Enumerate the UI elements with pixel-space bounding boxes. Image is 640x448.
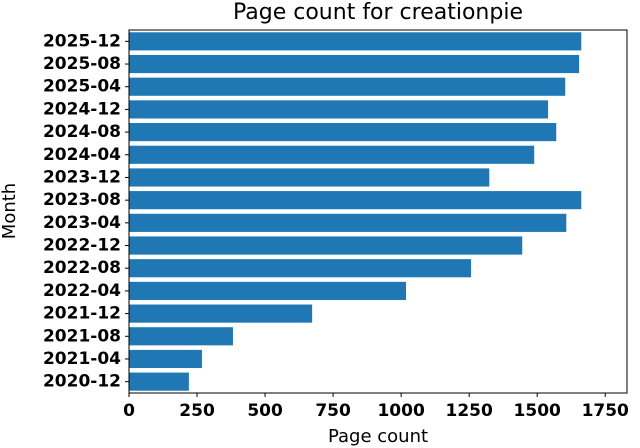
bar: [129, 168, 490, 187]
y-tick-label: 2025-08: [43, 54, 121, 74]
bar: [129, 236, 523, 255]
y-tick-label: 2020-12: [43, 372, 121, 392]
y-tick-label: 2022-12: [43, 236, 121, 256]
y-tick-label: 2024-12: [43, 99, 121, 119]
chart-title: Page count for creationpie: [233, 0, 523, 25]
bar: [129, 259, 472, 278]
y-axis-label: Month: [0, 183, 20, 239]
y-tick-label: 2023-08: [43, 190, 121, 210]
x-tick-label: 1750: [582, 401, 629, 421]
y-tick-label: 2021-12: [43, 304, 121, 324]
y-tick-label: 2024-04: [43, 145, 121, 165]
x-tick-label: 1250: [445, 401, 492, 421]
bar: [129, 123, 557, 142]
x-axis-label: Page count: [328, 426, 428, 447]
y-tick-label: 2023-04: [43, 213, 121, 233]
bar: [129, 32, 582, 51]
y-tick-label: 2022-04: [43, 281, 121, 301]
y-tick-label: 2025-04: [43, 77, 121, 97]
x-tick-label: 1000: [377, 401, 424, 421]
y-tick-label: 2023-12: [43, 167, 121, 187]
x-tick-label: 0: [123, 401, 135, 421]
bar: [129, 77, 566, 96]
bar: [129, 54, 580, 74]
bar: [129, 327, 233, 346]
bar: [129, 213, 567, 232]
y-tick-label: 2025-12: [43, 31, 121, 51]
bar: [129, 145, 535, 164]
y-tick-label: 2021-04: [43, 349, 121, 369]
bar: [129, 349, 202, 369]
bar: [129, 100, 549, 119]
x-tick-label: 750: [315, 401, 351, 421]
bar: [129, 191, 582, 210]
y-tick-label: 2024-08: [43, 122, 121, 142]
x-tick-label: 500: [247, 401, 283, 421]
y-tick-label: 2022-08: [43, 258, 121, 278]
y-tick-label: 2021-08: [43, 326, 121, 346]
bar: [129, 372, 189, 391]
plot-frame: [128, 29, 628, 394]
x-tick-label: 250: [179, 401, 215, 421]
bar: [129, 304, 313, 323]
x-tick-label: 1500: [514, 401, 561, 421]
bar: [129, 281, 407, 300]
